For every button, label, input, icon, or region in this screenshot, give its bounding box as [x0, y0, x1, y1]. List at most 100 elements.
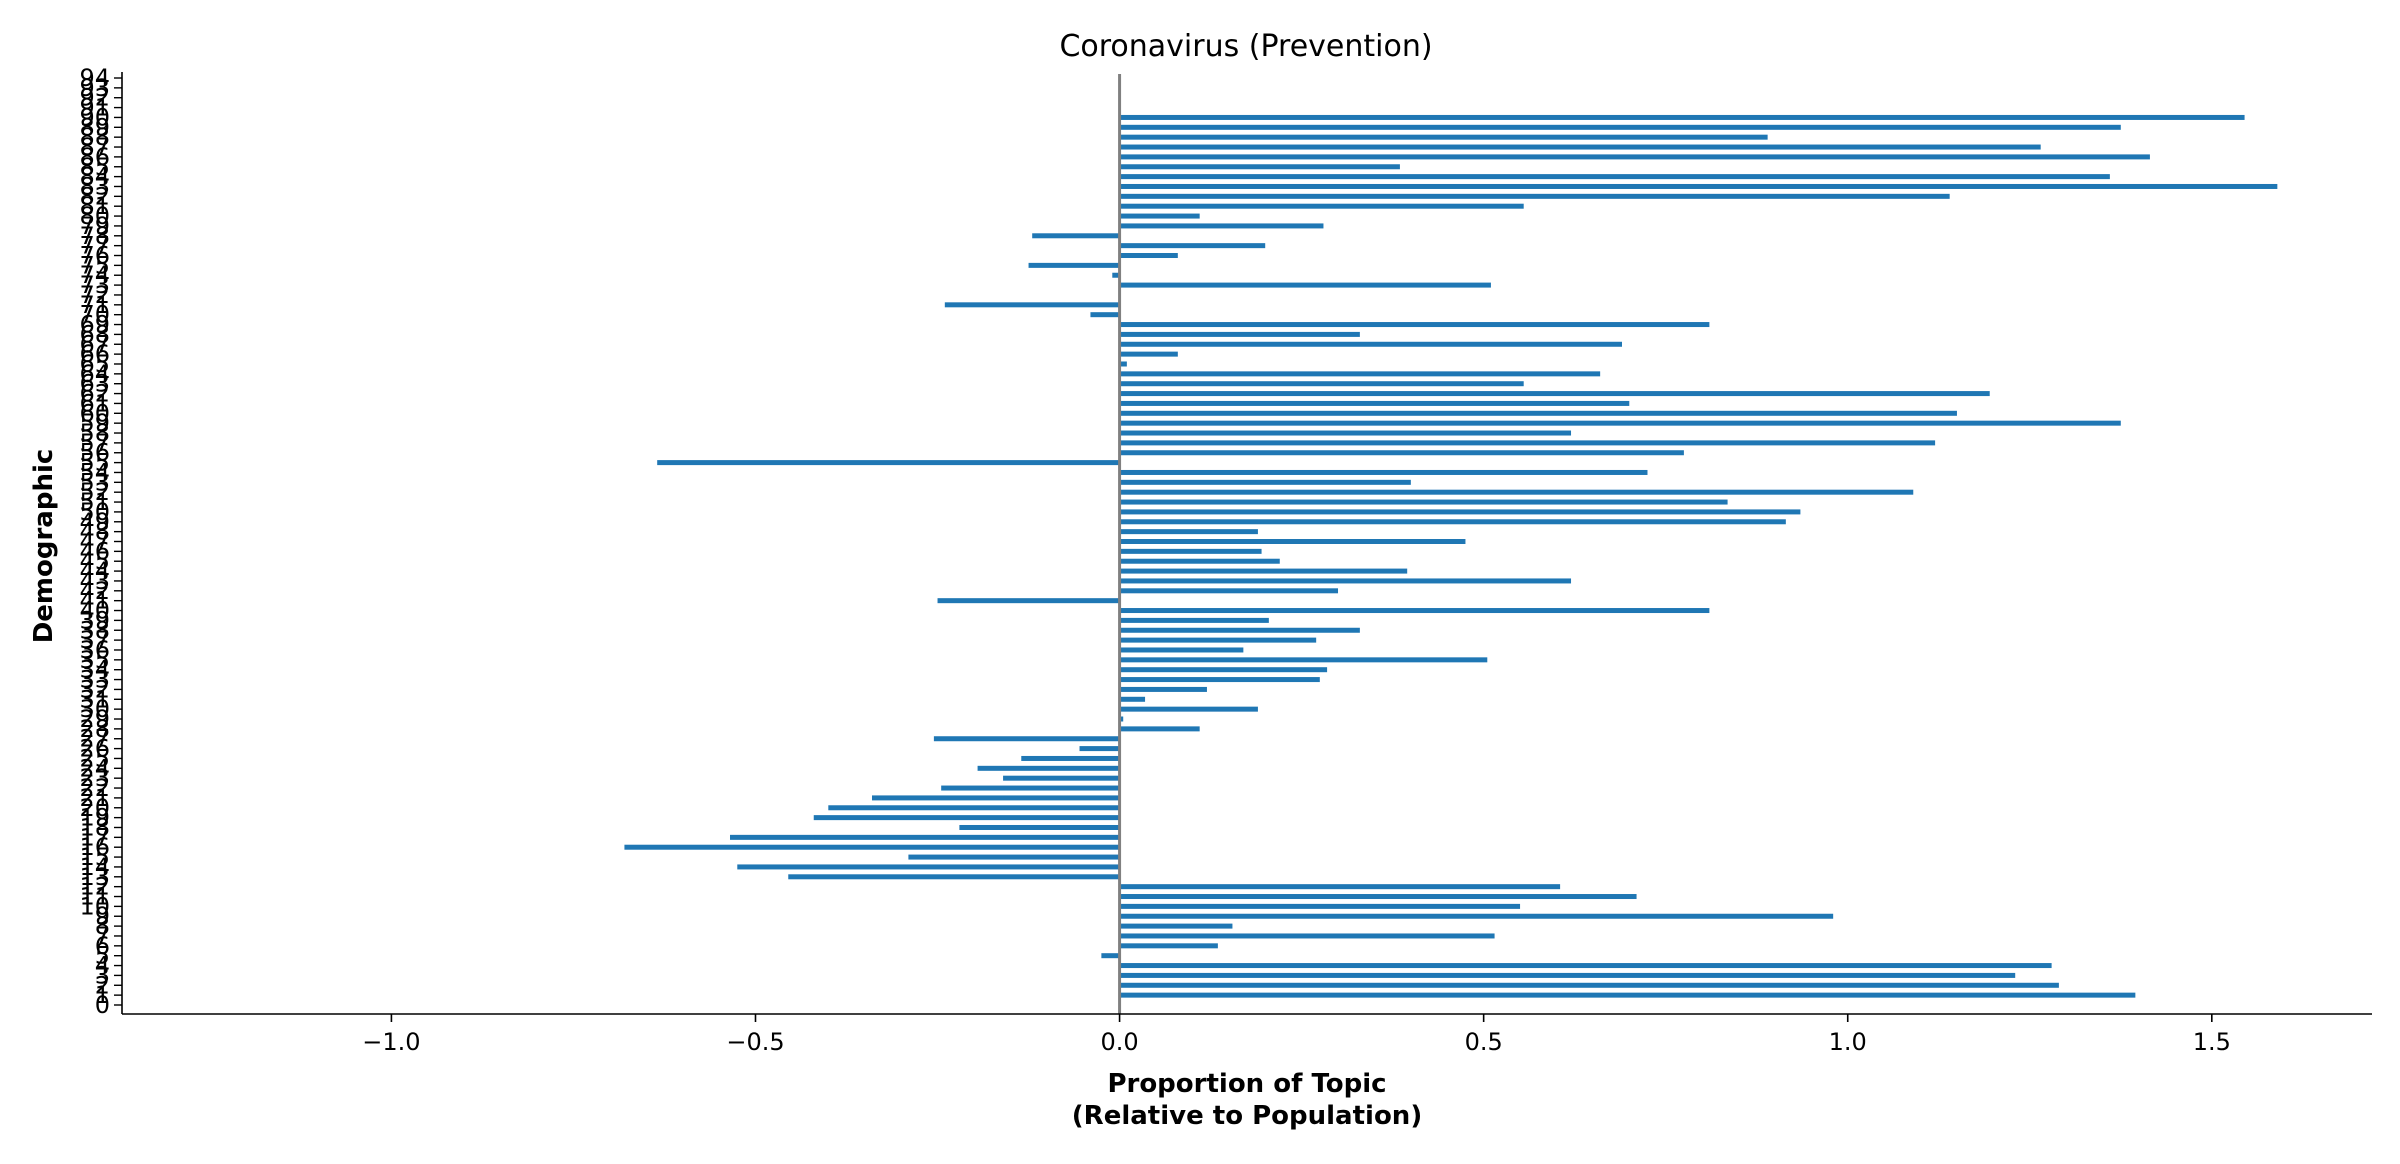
- bar-23: [1003, 775, 1120, 781]
- bar-86: [1119, 154, 2150, 160]
- y-tick-label: 1: [95, 981, 110, 1009]
- bar-13: [788, 874, 1120, 880]
- y-tick-label: 75: [79, 251, 110, 279]
- bar-57: [1119, 440, 1936, 446]
- bar-37: [1119, 637, 1317, 643]
- y-tick-label: 14: [79, 853, 110, 881]
- x-tick-label: −1.0: [362, 1028, 420, 1056]
- y-tick-label: 24: [79, 754, 110, 782]
- y-tick-label: 61: [79, 389, 110, 417]
- y-tick-label: 38: [79, 616, 110, 644]
- y-tick-label: 48: [79, 518, 110, 546]
- bar-25: [1021, 755, 1120, 761]
- bar-22: [941, 785, 1120, 791]
- y-tick-label: 71: [79, 291, 110, 319]
- y-tick-label: 31: [79, 685, 110, 713]
- y-tick-label: 49: [79, 508, 110, 536]
- y-tick-label: 83: [79, 172, 110, 200]
- bar-2: [1119, 982, 2059, 988]
- bar-30: [1119, 706, 1258, 712]
- y-tick-label: 7: [95, 922, 110, 950]
- y-tick-label: 16: [79, 833, 110, 861]
- y-tick-label: 69: [79, 311, 110, 339]
- bar-47: [1119, 539, 1466, 544]
- bar-35: [1119, 657, 1488, 663]
- y-tick-label: 46: [79, 537, 110, 565]
- y-tick-label: 6: [95, 932, 110, 960]
- y-tick-label: 86: [79, 143, 110, 171]
- y-axis: 0123456789101112131415161718192021222324…: [79, 64, 123, 1019]
- y-tick-label: 23: [79, 764, 110, 792]
- y-tick-label: 43: [79, 567, 110, 595]
- y-tick-label: 90: [79, 103, 110, 131]
- bar-29: [1119, 716, 1124, 722]
- bar-26: [1079, 746, 1120, 752]
- bar-41: [937, 598, 1120, 604]
- y-tick-label: 68: [79, 320, 110, 348]
- y-tick-label: 50: [79, 498, 110, 526]
- y-tick-label: 30: [79, 695, 110, 723]
- y-tick-label: 55: [79, 449, 110, 477]
- y-tick-label: 91: [79, 94, 110, 122]
- bar-63: [1119, 381, 1524, 387]
- bar-34: [1119, 667, 1328, 673]
- x-axis: −1.0 −0.5 0.0 0.5 1.0 1.5: [122, 1013, 2372, 1056]
- y-tick-label: 32: [79, 675, 110, 703]
- y-tick-label: 18: [79, 813, 110, 841]
- y-tick-label: 20: [79, 794, 110, 822]
- y-tick-label: 2: [95, 971, 110, 999]
- bar-20: [828, 805, 1120, 811]
- bar-10: [1119, 903, 1521, 909]
- bar-11: [1119, 894, 1637, 900]
- bar-28: [1119, 726, 1200, 732]
- bar-12: [1119, 884, 1561, 890]
- bar-66: [1119, 351, 1178, 357]
- y-tick-label: 64: [79, 360, 110, 388]
- y-tick-label: 59: [79, 409, 110, 437]
- y-tick-label: 28: [79, 715, 110, 743]
- bar-17: [730, 834, 1120, 840]
- y-tick-label: 77: [79, 232, 110, 260]
- y-tick-label: 57: [79, 429, 110, 457]
- bar-81: [1119, 203, 1524, 209]
- y-tick-label: 21: [79, 784, 110, 812]
- bar-33: [1119, 677, 1320, 683]
- bar-7: [1119, 933, 1495, 939]
- bar-78: [1032, 233, 1120, 239]
- bar-79: [1119, 223, 1324, 229]
- bar-56: [1119, 450, 1684, 456]
- bar-84: [1119, 174, 2110, 180]
- y-tick-label: 89: [79, 113, 110, 141]
- bar-38: [1119, 627, 1360, 633]
- y-tick-label: 56: [79, 439, 110, 467]
- y-tick-label: 72: [79, 281, 110, 309]
- y-tick-label: 84: [79, 163, 110, 191]
- bar-70: [1090, 312, 1120, 318]
- x-axis-label-line-2: (Relative to Population): [1072, 1101, 1422, 1131]
- bar-61: [1119, 400, 1630, 406]
- bar-19: [813, 815, 1120, 821]
- y-tick-label: 5: [95, 942, 110, 970]
- y-tick-label: 65: [79, 350, 110, 378]
- y-tick-label: 19: [79, 804, 110, 832]
- y-tick-label: 25: [79, 744, 110, 772]
- y-tick-label: 11: [79, 883, 110, 911]
- bar-83: [1119, 183, 2278, 189]
- y-tick-label: 63: [79, 370, 110, 398]
- y-tick-label: 92: [79, 84, 110, 112]
- y-tick-label: 22: [79, 774, 110, 802]
- bar-16: [624, 844, 1120, 850]
- bar-69: [1119, 322, 1710, 328]
- bar-46: [1119, 548, 1262, 554]
- y-tick-label: 41: [79, 587, 110, 615]
- y-tick-label: 66: [79, 340, 110, 368]
- y-tick-label: 3: [95, 961, 110, 989]
- y-tick-label: 8: [95, 912, 110, 940]
- y-tick-label: 82: [79, 182, 110, 210]
- y-tick-label: 17: [79, 823, 110, 851]
- y-tick-label: 45: [79, 547, 110, 575]
- bar-21: [872, 795, 1120, 801]
- bar-55: [657, 460, 1120, 466]
- y-tick-label: 85: [79, 153, 110, 181]
